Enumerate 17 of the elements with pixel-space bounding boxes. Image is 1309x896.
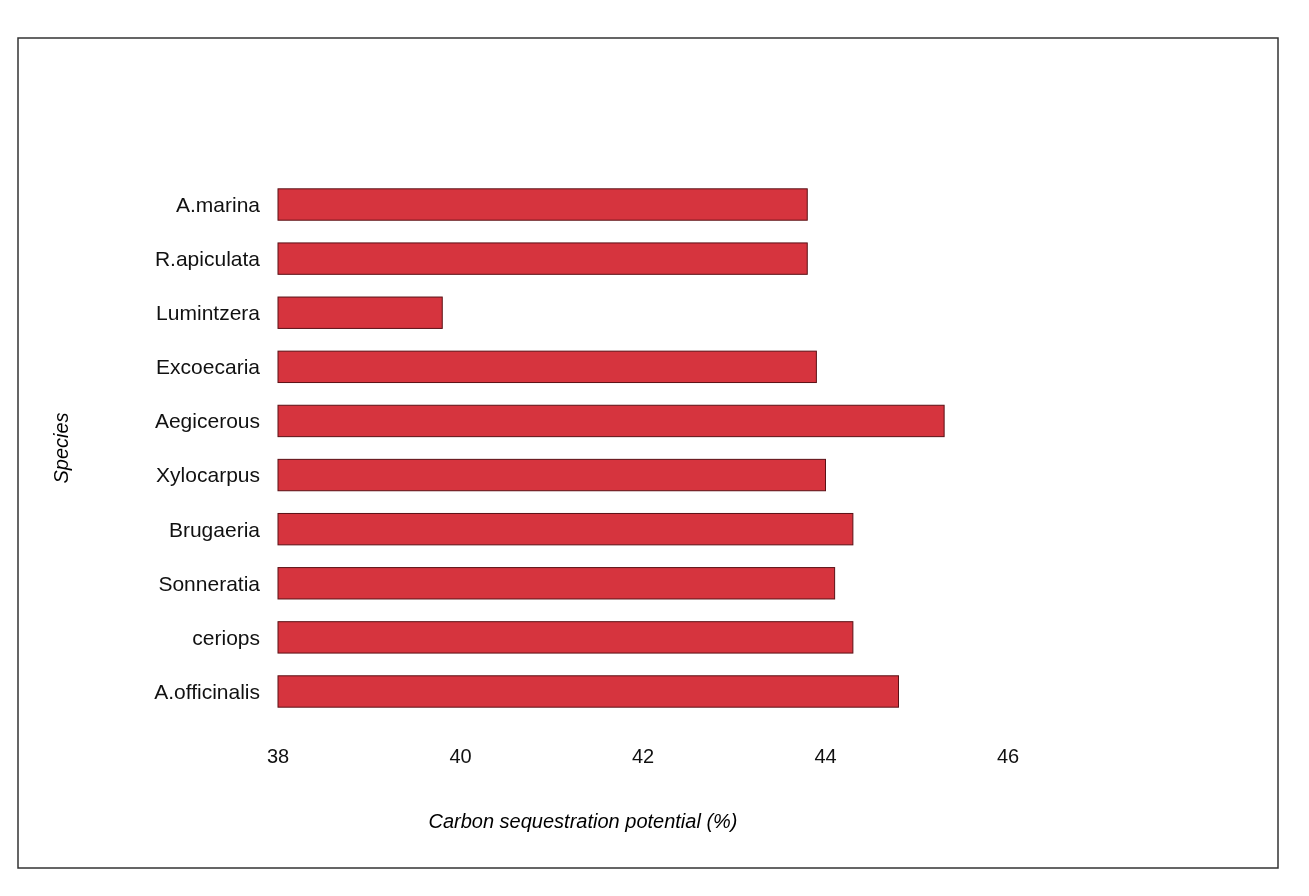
y-tick-label: Brugaeria (168, 517, 261, 541)
y-tick-label: Excoecaria (156, 355, 261, 379)
y-tick-label: Xylocarpus (156, 463, 260, 487)
y-tick-label: A.marina (175, 192, 261, 216)
y-tick-label: ceriops (192, 625, 260, 649)
y-tick-label: A.officinalis (154, 679, 260, 703)
y-tick-label: R.apiculata (154, 246, 261, 270)
y-tick-label: Lumintzera (156, 301, 261, 325)
y-tick-label: Sonneratia (158, 571, 261, 595)
y-axis-title: Species (50, 412, 72, 484)
y-tick-label: Aegicerous (154, 409, 260, 433)
x-tick-label: 38 (266, 745, 290, 767)
x-tick-label: 46 (996, 745, 1020, 767)
x-tick-label: 42 (631, 745, 655, 767)
x-tick-label: 44 (814, 745, 837, 767)
x-tick-label: 40 (449, 745, 472, 767)
x-axis-title: Carbon sequestration potential (%) (428, 810, 738, 832)
